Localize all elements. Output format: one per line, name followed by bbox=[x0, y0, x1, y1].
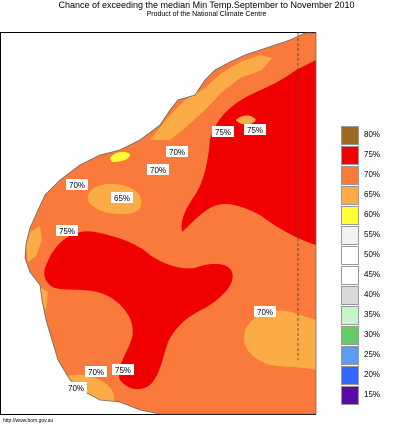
legend-item: 80% bbox=[340, 126, 400, 146]
legend-item: 65% bbox=[340, 186, 400, 206]
legend-swatch bbox=[341, 226, 359, 245]
legend-swatch bbox=[341, 246, 359, 265]
label-70-north: 70% bbox=[169, 148, 185, 157]
zone-75-southwest bbox=[44, 231, 233, 390]
legend-label: 40% bbox=[364, 290, 381, 299]
legend-swatch bbox=[341, 266, 359, 285]
source-url: http://www.bom.gov.au bbox=[3, 418, 54, 424]
label-70-west: 70% bbox=[69, 181, 85, 190]
legend-label: 45% bbox=[364, 270, 381, 279]
legend-item: 40% bbox=[340, 286, 400, 306]
legend-swatch bbox=[341, 186, 359, 205]
legend-label: 80% bbox=[364, 130, 381, 139]
legend-swatch bbox=[341, 206, 359, 225]
legend-swatch bbox=[341, 166, 359, 185]
zone-75-northeast bbox=[181, 60, 316, 245]
legend-label: 75% bbox=[364, 150, 381, 159]
legend-label: 35% bbox=[364, 310, 381, 319]
zone-60-yellow-spot bbox=[110, 151, 130, 162]
legend-swatch bbox=[341, 386, 359, 405]
legend-label: 15% bbox=[364, 390, 381, 399]
legend-label: 60% bbox=[364, 210, 381, 219]
label-75-northeast-b: 75% bbox=[247, 126, 263, 135]
legend-label: 50% bbox=[364, 250, 381, 259]
legend-label: 70% bbox=[364, 170, 381, 179]
label-70-southwest: 70% bbox=[68, 384, 84, 393]
legend-swatch bbox=[341, 126, 359, 145]
legend-item: 20% bbox=[340, 366, 400, 386]
legend-item: 70% bbox=[340, 166, 400, 186]
map-labels: 75% 75% 70% 70% 70% 65% 75% 70% 70% 75% … bbox=[56, 124, 276, 393]
legend-label: 55% bbox=[364, 230, 381, 239]
legend-swatch bbox=[341, 146, 359, 165]
label-70-northwest: 70% bbox=[150, 166, 166, 175]
zone-65-north-coast bbox=[150, 55, 272, 140]
legend-label: 25% bbox=[364, 350, 381, 359]
legend-swatch bbox=[341, 346, 359, 365]
map-title: Chance of exceeding the median Min Temp.… bbox=[58, 0, 355, 10]
legend-item: 55% bbox=[340, 226, 400, 246]
legend-item: 30% bbox=[340, 326, 400, 346]
zone-65-interior-spot bbox=[236, 115, 256, 125]
legend-swatch bbox=[341, 366, 359, 385]
label-70-southeast: 70% bbox=[257, 308, 273, 317]
legend-label: 65% bbox=[364, 190, 381, 199]
legend-swatch bbox=[341, 306, 359, 325]
label-65-central: 65% bbox=[114, 194, 130, 203]
legend-label: 30% bbox=[364, 330, 381, 339]
legend-swatch bbox=[341, 326, 359, 345]
label-75-northeast-a: 75% bbox=[215, 128, 231, 137]
legend-item: 75% bbox=[340, 146, 400, 166]
legend-item: 45% bbox=[340, 266, 400, 286]
label-75-west: 75% bbox=[59, 227, 75, 236]
label-70-south: 70% bbox=[88, 368, 104, 377]
label-75-south: 75% bbox=[115, 366, 131, 375]
map-subtitle: Product of the National Climate Centre bbox=[146, 11, 267, 18]
legend-label: 20% bbox=[364, 370, 381, 379]
legend-item: 25% bbox=[340, 346, 400, 366]
legend-item: 60% bbox=[340, 206, 400, 226]
legend-item: 35% bbox=[340, 306, 400, 326]
zone-65-west-coast bbox=[26, 226, 42, 262]
legend-item: 50% bbox=[340, 246, 400, 266]
legend-item: 15% bbox=[340, 386, 400, 406]
legend-swatch bbox=[341, 286, 359, 305]
